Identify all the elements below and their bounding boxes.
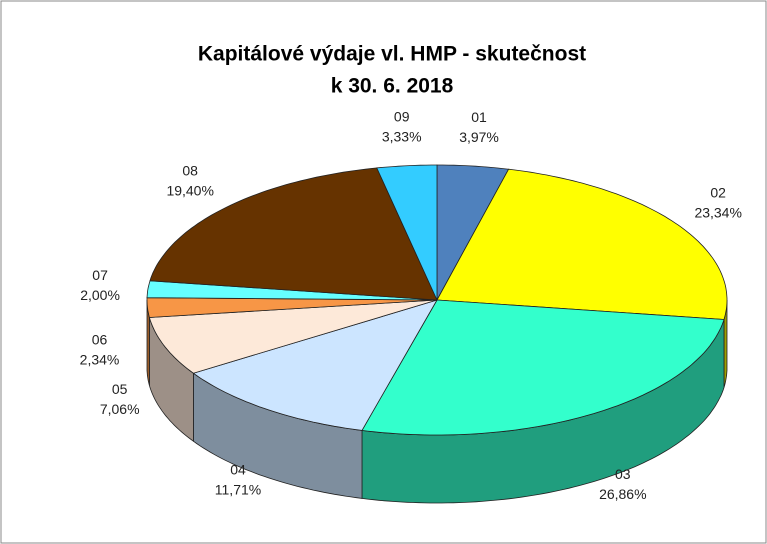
slice-label: 09 [394,109,410,125]
slice-value-label: 3,97% [459,129,499,145]
slice-label: 04 [230,461,246,477]
slice-label: 08 [182,163,198,179]
slice [149,167,438,301]
slice-label: 01 [471,109,487,125]
slice [436,168,728,320]
slice [146,297,438,318]
slice [361,299,725,436]
slice-label: 03 [615,466,631,482]
chart-title: Kapitálové výdaje vl. HMP - skutečnost [198,43,586,66]
slice-value-label: 2,00% [80,287,120,303]
slice [148,299,438,374]
slice-value-label: 11,71% [215,481,261,497]
slice-label: 06 [92,331,108,347]
slice-value-label: 26,86% [599,486,646,502]
slice-value-label: 19,40% [166,183,213,199]
chart-subtitle: k 30. 6. 2018 [331,75,454,98]
slice-value-label: 7,06% [100,401,140,417]
slice [376,164,438,301]
slice [192,299,438,431]
slice-value-label: 2,34% [80,351,120,367]
slice-label: 02 [710,185,726,201]
slice-label: 07 [92,267,108,283]
slice-value-label: 23,34% [694,205,741,221]
slice-value-label: 3,33% [382,129,422,145]
slice [436,164,510,301]
slice-label: 05 [112,381,128,397]
